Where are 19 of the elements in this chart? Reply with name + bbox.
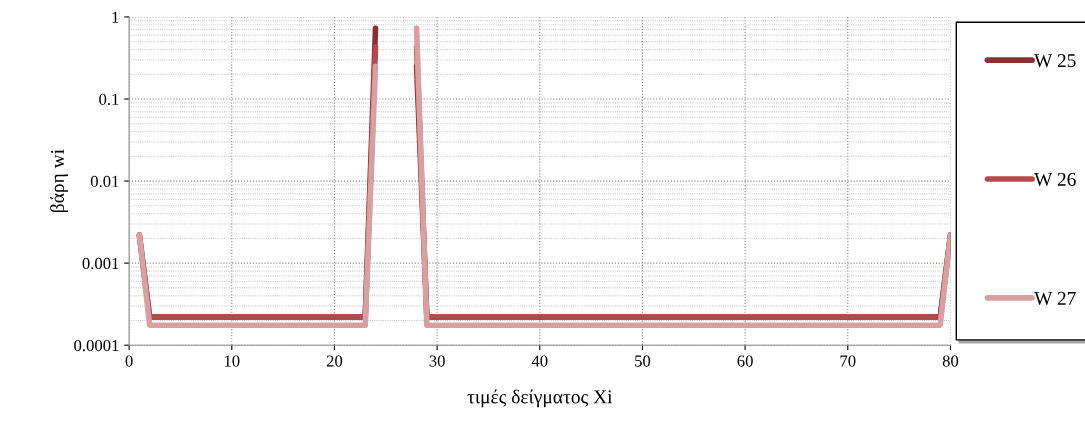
y-tick-label: 1 bbox=[112, 11, 119, 23]
legend-label: W 26 bbox=[1034, 172, 1076, 187]
legend-label: W 25 bbox=[1034, 54, 1076, 68]
y-tick-label: 0.0001 bbox=[74, 339, 119, 352]
x-tick-label: 40 bbox=[531, 355, 548, 367]
x-axis-title: τιμές δείγματος Xi bbox=[467, 389, 613, 408]
x-tick-label: 50 bbox=[635, 355, 651, 367]
x-tick-label: 60 bbox=[737, 355, 753, 367]
x-tick-label: 70 bbox=[840, 355, 856, 367]
y-tick-label: 0.01 bbox=[90, 175, 119, 188]
x-tick-label: 0 bbox=[125, 355, 133, 367]
y-axis-title: βάρη wi bbox=[50, 149, 68, 212]
x-tick-label: 10 bbox=[224, 355, 240, 367]
y-tick-label: 0.001 bbox=[82, 257, 119, 270]
x-tick-label: 30 bbox=[429, 355, 445, 367]
x-tick-label: 80 bbox=[942, 355, 959, 367]
legend-label: W 27 bbox=[1034, 291, 1076, 305]
y-tick-label: 0.1 bbox=[99, 93, 119, 106]
x-tick-label: 20 bbox=[326, 355, 343, 367]
